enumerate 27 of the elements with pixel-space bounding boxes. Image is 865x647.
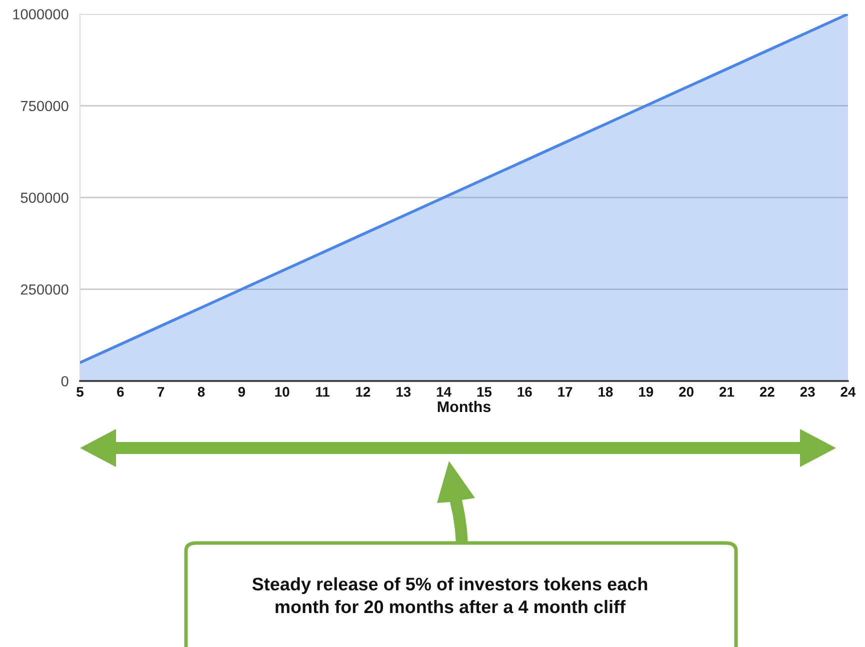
- y-tick-label: 500000: [20, 192, 68, 203]
- y-tick-label: 0: [61, 376, 68, 386]
- x-tick-label: 17: [558, 387, 572, 397]
- x-tick-label: 12: [356, 386, 370, 397]
- x-tick-label: 8: [198, 386, 205, 397]
- x-tick-label: 14: [436, 387, 452, 397]
- x-tick-label: 11: [316, 387, 330, 397]
- x-tick-label: 20: [679, 386, 694, 397]
- x-tick-label: 13: [396, 386, 411, 397]
- x-tick-label: 18: [598, 386, 613, 397]
- x-tick-label: 16: [518, 386, 532, 397]
- x-tick-label: 22: [760, 386, 774, 397]
- x-tick-label: 21: [719, 386, 734, 397]
- y-tick-label: 1000000: [13, 9, 68, 20]
- x-tick-label: 7: [158, 387, 164, 397]
- x-tick-label: 10: [275, 386, 290, 397]
- x-tick-label: 5: [76, 387, 84, 397]
- y-tick-label: 750000: [20, 100, 68, 112]
- x-tick-label: 24: [840, 386, 856, 397]
- x-tick-label: 19: [639, 386, 654, 397]
- x-tick-label: 9: [238, 386, 246, 397]
- y-tick-label: 250000: [20, 284, 68, 295]
- text: Steady release of 5% of investors tokens each month for 20 months after a 4 month cliff: [252, 577, 648, 614]
- x-axis-title: Months: [438, 400, 491, 412]
- x-tick-label: 15: [477, 387, 492, 397]
- x-tick-label: 23: [800, 386, 815, 397]
- x-tick-label: 6: [117, 386, 124, 397]
